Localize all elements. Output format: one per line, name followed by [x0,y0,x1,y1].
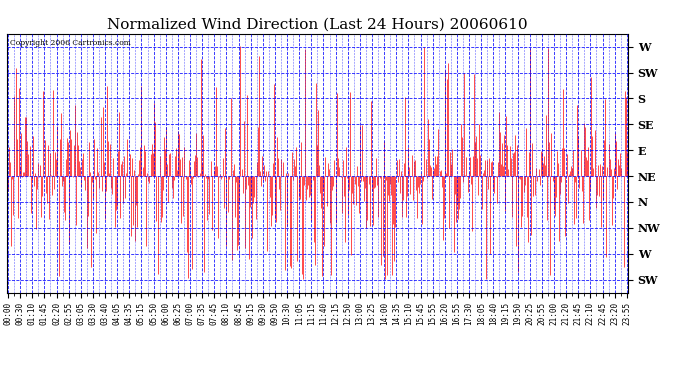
Text: Copyright 2006 Cartronics.com: Copyright 2006 Cartronics.com [10,39,131,47]
Title: Normalized Wind Direction (Last 24 Hours) 20060610: Normalized Wind Direction (Last 24 Hours… [107,17,528,31]
